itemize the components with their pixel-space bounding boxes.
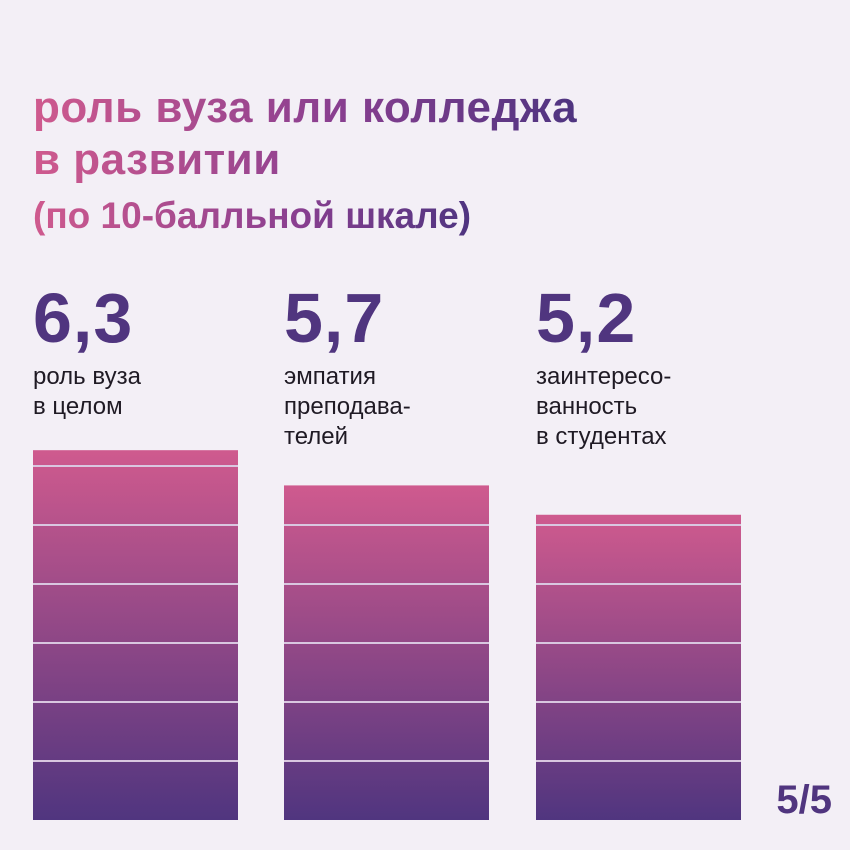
- value-label-3: 5,2: [536, 279, 637, 357]
- category-label-2: эмпатия преподава- телей: [284, 362, 494, 452]
- chart-subtitle: (по 10-балльной шкале): [33, 195, 472, 236]
- category-label-2-line-2: преподава-: [284, 393, 411, 420]
- category-label-3: заинтересо- ванность в студентах: [536, 362, 746, 452]
- metric-block-2: 5,7 эмпатия преподава- телей: [284, 280, 494, 452]
- category-label-1-line-1: роль вуза: [33, 363, 141, 390]
- category-label-2-line-1: эмпатия: [284, 363, 376, 390]
- category-label-1: роль вуза в целом: [33, 362, 243, 422]
- metric-block-1: 6,3 роль вуза в целом: [33, 280, 243, 422]
- bar-2: [284, 485, 489, 820]
- page-number: 5/5: [776, 778, 832, 822]
- category-label-3-line-3: в студентах: [536, 423, 667, 450]
- category-label-2-line-3: телей: [284, 423, 349, 450]
- category-label-1-line-2: в целом: [33, 393, 123, 420]
- category-label-3-line-1: заинтересо-: [536, 363, 672, 390]
- value-label-2: 5,7: [284, 279, 385, 357]
- value-label-1: 6,3: [33, 279, 134, 357]
- bar-3: [536, 514, 741, 820]
- bar-1: [33, 450, 238, 820]
- category-label-3-line-2: ванность: [536, 393, 638, 420]
- metric-block-3: 5,2 заинтересо- ванность в студентах: [536, 280, 746, 452]
